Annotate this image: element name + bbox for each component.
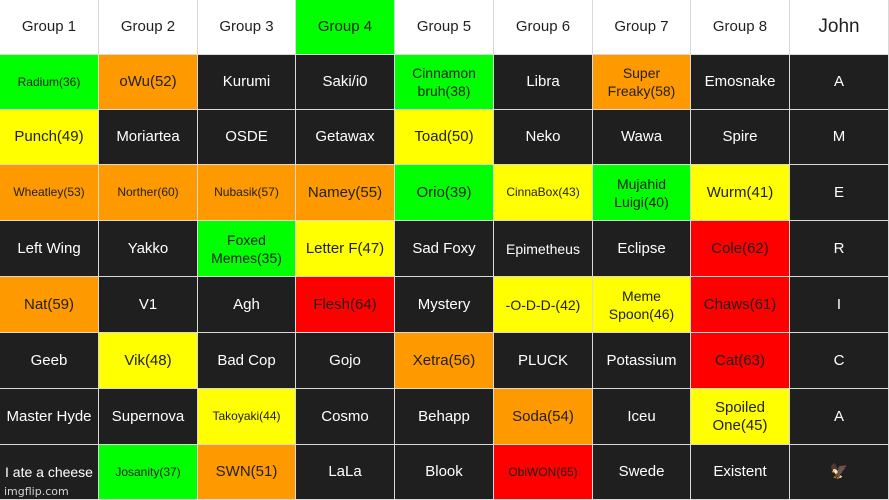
grid-cell: Punch(49)	[0, 110, 99, 165]
grid-cell: Toad(50)	[395, 110, 494, 165]
grid-cell: Nubasik(57)	[198, 165, 296, 221]
grid-cell: R	[790, 221, 889, 277]
grid-cell: OSDE	[198, 110, 296, 165]
grid-cell: Potassium	[593, 333, 691, 389]
grid-cell: Soda(54)	[494, 389, 593, 445]
grid-cell: Wawa	[593, 110, 691, 165]
grid-cell: Swede	[593, 445, 691, 500]
grid-cell: Supernova	[99, 389, 198, 445]
grid-cell: V1	[99, 277, 198, 333]
grid-cell: Vik(48)	[99, 333, 198, 389]
grid-cell: Josanity(37)	[99, 445, 198, 500]
grid-cell: -O-D-D-(42)	[494, 277, 593, 333]
grid-cell: Spire	[691, 110, 790, 165]
header-cell: Group 6	[494, 0, 593, 55]
grid-cell: Mystery	[395, 277, 494, 333]
grid-cell: Namey(55)	[296, 165, 395, 221]
grid-cell: Blook	[395, 445, 494, 500]
grid-cell: A	[790, 389, 889, 445]
grid-cell: PLUCK	[494, 333, 593, 389]
grid-cell: LaLa	[296, 445, 395, 500]
grid-cell: Yakko	[99, 221, 198, 277]
grid-cell: Radium(36)	[0, 55, 99, 110]
grid-cell: Meme Spoon(46)	[593, 277, 691, 333]
grid-cell: oWu(52)	[99, 55, 198, 110]
grid-cell: SWN(51)	[198, 445, 296, 500]
grid-cell: Geeb	[0, 333, 99, 389]
grid-cell: Libra	[494, 55, 593, 110]
header-cell: Group 2	[99, 0, 198, 55]
header-cell: Group 3	[198, 0, 296, 55]
grid-cell: Chaws(61)	[691, 277, 790, 333]
grid-cell: Getawax	[296, 110, 395, 165]
grid-cell: Cinnamon bruh(38)	[395, 55, 494, 110]
grid-cell: Cat(63)	[691, 333, 790, 389]
grid-cell: Neko	[494, 110, 593, 165]
grid-cell: C	[790, 333, 889, 389]
grid-cell: Bad Cop	[198, 333, 296, 389]
grid-cell: Cole(62)	[691, 221, 790, 277]
grid-cell: I	[790, 277, 889, 333]
grid-cell: Behapp	[395, 389, 494, 445]
grid-cell: Epimetheus	[494, 221, 593, 277]
grid-cell: A	[790, 55, 889, 110]
grid-cell: Moriartea	[99, 110, 198, 165]
grid-cell: Eclipse	[593, 221, 691, 277]
grid-cell: Wheatley(53)	[0, 165, 99, 221]
header-cell: Group 1	[0, 0, 99, 55]
header-cell: John	[790, 0, 889, 55]
grid-cell: I ate a cheese	[0, 445, 99, 500]
grid-cell: Emosnake	[691, 55, 790, 110]
grid-cell: Master Hyde	[0, 389, 99, 445]
grid-cell: Mujahid Luigi(40)	[593, 165, 691, 221]
watermark: imgflip.com	[4, 485, 69, 498]
grid-cell: Gojo	[296, 333, 395, 389]
grid-cell: Left Wing	[0, 221, 99, 277]
grid-cell: Cosmo	[296, 389, 395, 445]
grid-cell: Kurumi	[198, 55, 296, 110]
grid-cell: M	[790, 110, 889, 165]
grid-cell: Norther(60)	[99, 165, 198, 221]
grid-cell: Foxed Memes(35)	[198, 221, 296, 277]
grid-cell: Wurm(41)	[691, 165, 790, 221]
grid-cell: Spoiled One(45)	[691, 389, 790, 445]
grid-cell: Iceu	[593, 389, 691, 445]
grid-cell: Flesh(64)	[296, 277, 395, 333]
grid-cell: Existent	[691, 445, 790, 500]
grid-cell: Super Freaky(58)	[593, 55, 691, 110]
grid-cell: ObiWON(65)	[494, 445, 593, 500]
grid-cell: Xetra(56)	[395, 333, 494, 389]
header-cell: Group 4	[296, 0, 395, 55]
grid-cell: Saki/i0	[296, 55, 395, 110]
grid-cell: E	[790, 165, 889, 221]
grid-cell: Nat(59)	[0, 277, 99, 333]
grid-cell: CinnaBox(43)	[494, 165, 593, 221]
grid-cell: Orio(39)	[395, 165, 494, 221]
grid-cell: Agh	[198, 277, 296, 333]
header-cell: Group 5	[395, 0, 494, 55]
grid-cell: Takoyaki(44)	[198, 389, 296, 445]
grid-cell: Sad Foxy	[395, 221, 494, 277]
header-cell: Group 8	[691, 0, 790, 55]
header-cell: Group 7	[593, 0, 691, 55]
grid-cell: 🦅	[790, 445, 889, 500]
grid-cell: Letter F(47)	[296, 221, 395, 277]
